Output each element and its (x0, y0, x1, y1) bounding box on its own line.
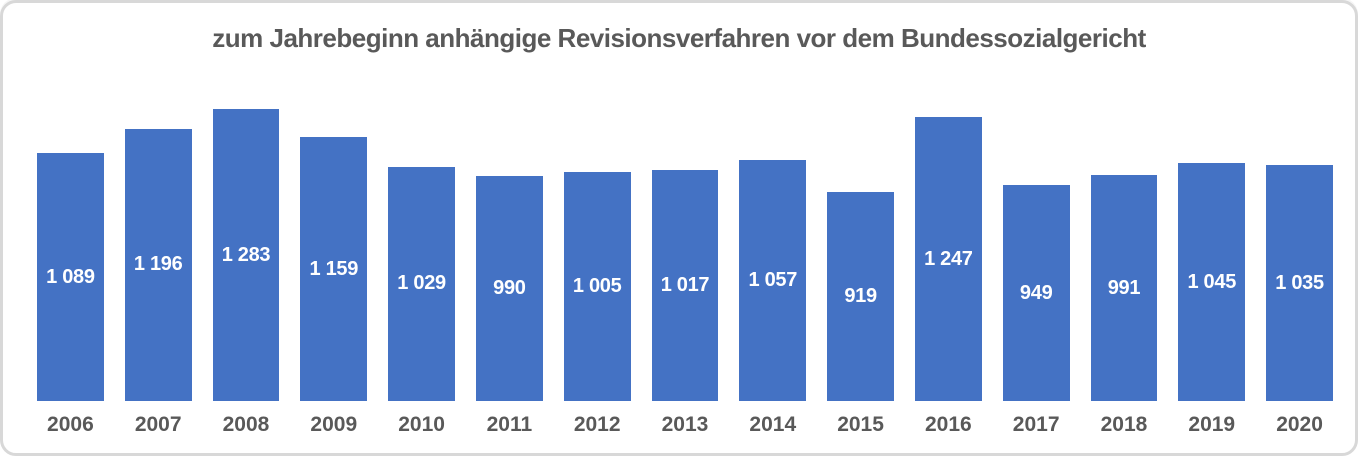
bar-value-label: 991 (1107, 276, 1141, 299)
bar: 991 (1090, 175, 1158, 401)
bar-track: 1 057 (739, 109, 807, 401)
bar: 919 (827, 191, 894, 401)
bar-track: 949 (1002, 109, 1070, 401)
bar-track: 1 045 (1178, 109, 1246, 401)
x-axis-tick-label: 2006 (47, 413, 94, 436)
bar-track: 1 089 (37, 109, 104, 401)
bar: 1 005 (563, 172, 631, 401)
bar: 990 (475, 175, 543, 401)
bar-track: 1 035 (1266, 109, 1333, 401)
bar-track: 1 283 (212, 109, 280, 401)
bar-value-label: 1 005 (572, 275, 622, 298)
bar-column: 1 089 2006 (37, 109, 104, 437)
x-axis-tick-label: 2017 (1012, 413, 1060, 436)
chart-title: zum Jahrebeginn anhängige Revisionsverfa… (212, 23, 1146, 53)
bar-column: 990 2011 (475, 109, 543, 437)
bar: 1 196 (124, 128, 192, 401)
x-axis-tick-label: 2019 (1188, 413, 1236, 436)
bar-value-label: 1 045 (1187, 270, 1237, 293)
bar-value-label: 1 029 (397, 272, 446, 295)
bar: 1 035 (1266, 165, 1333, 401)
bar-column: 1 247 2016 (914, 109, 982, 437)
bar-column: 991 2018 (1090, 109, 1158, 437)
bar-track: 990 (475, 109, 543, 401)
x-axis-tick-label: 2020 (1276, 413, 1323, 436)
bar-value-label: 1 159 (309, 257, 359, 280)
x-axis-tick-label: 2009 (310, 413, 358, 436)
bar-column: 1 005 2012 (563, 109, 631, 437)
bar-track: 1 196 (124, 109, 192, 401)
bar: 1 159 (300, 137, 368, 401)
bar: 1 029 (388, 166, 455, 401)
bar-track: 1 247 (914, 109, 982, 401)
bar-column: 1 057 2014 (739, 109, 807, 437)
x-axis-tick-label: 2014 (749, 413, 797, 436)
bar-column: 1 283 2008 (212, 109, 280, 437)
bar-column: 1 045 2019 (1178, 109, 1246, 437)
bar: 1 089 (37, 153, 104, 401)
x-axis-tick-label: 2010 (398, 413, 445, 436)
bar: 1 283 (212, 109, 280, 401)
x-axis-tick-label: 2018 (1100, 413, 1148, 436)
bar-track: 1 159 (300, 109, 368, 401)
bar: 1 045 (1178, 163, 1246, 401)
bar-value-label: 990 (493, 276, 526, 299)
bar: 1 017 (651, 169, 719, 401)
x-axis-tick-label: 2016 (925, 413, 972, 436)
bar-column: 919 2015 (827, 109, 894, 437)
x-axis-tick-label: 2012 (573, 413, 621, 436)
bar-value-label: 1 247 (924, 247, 973, 270)
bar-value-label: 1 089 (46, 265, 95, 288)
bar-track: 991 (1090, 109, 1158, 401)
bar-value-label: 949 (1019, 281, 1053, 304)
bar-track: 1 017 (651, 109, 719, 401)
x-axis-tick-label: 2015 (837, 413, 884, 436)
bar-track: 1 029 (388, 109, 455, 401)
bar-track: 1 005 (563, 109, 631, 401)
bar-column: 1 196 2007 (124, 109, 192, 437)
bar-value-label: 1 035 (1275, 271, 1324, 294)
bar-value-label: 1 017 (660, 273, 710, 296)
bar-column: 949 2017 (1002, 109, 1070, 437)
bar: 1 057 (739, 160, 807, 401)
bar-track: 919 (827, 109, 894, 401)
x-axis-tick-label: 2013 (661, 413, 709, 436)
bar-column: 1 029 2010 (388, 109, 455, 437)
bar-value-label: 919 (844, 284, 877, 307)
x-axis-tick-label: 2008 (222, 413, 270, 436)
bar-column: 1 017 2013 (651, 109, 719, 437)
plot-area: 1 089 2006 1 196 2007 1 283 2008 1 159 2… (3, 109, 1355, 437)
bar-column: 1 159 2009 (300, 109, 368, 437)
x-axis-tick-label: 2011 (486, 413, 533, 436)
bar-value-label: 1 283 (221, 243, 271, 266)
bar-column: 1 035 2020 (1266, 109, 1333, 437)
bar-value-label: 1 057 (748, 269, 798, 292)
bar: 1 247 (914, 117, 982, 401)
bar: 949 (1002, 185, 1070, 401)
bar-value-label: 1 196 (133, 253, 183, 276)
x-axis-tick-label: 2007 (134, 413, 182, 436)
